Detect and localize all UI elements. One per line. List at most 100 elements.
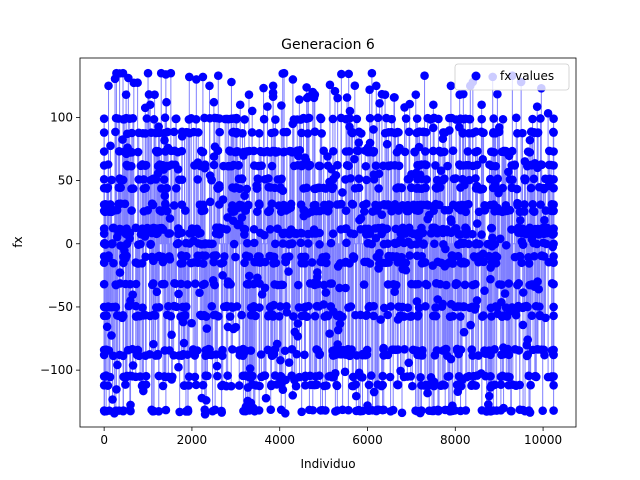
data-point [345, 122, 354, 132]
data-point [332, 380, 341, 390]
data-point [328, 182, 338, 192]
data-point [423, 200, 432, 209]
data-point [504, 279, 514, 288]
data-point [192, 75, 201, 84]
data-point [413, 183, 422, 193]
data-point [195, 288, 204, 298]
data-point [354, 368, 364, 378]
data-point [414, 206, 424, 215]
data-point [395, 143, 404, 153]
data-point [315, 240, 324, 249]
data-point [141, 252, 150, 262]
data-point [234, 160, 243, 170]
data-point [495, 234, 505, 244]
data-point [486, 383, 495, 392]
data-point [187, 224, 197, 233]
data-point [445, 113, 454, 123]
data-point [113, 360, 122, 370]
data-point [183, 280, 192, 289]
data-point [278, 385, 288, 395]
data-point [347, 345, 356, 354]
data-point [479, 311, 488, 320]
data-point [405, 99, 414, 109]
data-point [505, 306, 515, 316]
data-point [507, 183, 517, 193]
data-point [304, 301, 313, 311]
data-point [412, 297, 422, 306]
data-point [149, 256, 158, 266]
data-point [257, 161, 266, 171]
data-point [348, 381, 358, 391]
data-point [415, 350, 425, 360]
data-point [181, 206, 190, 215]
data-point [330, 86, 340, 96]
data-point [369, 125, 378, 134]
data-point [361, 161, 371, 171]
data-point [361, 230, 371, 239]
data-point [310, 127, 320, 136]
data-point [273, 175, 283, 184]
data-point [249, 146, 259, 156]
data-point [232, 302, 242, 311]
data-point [158, 381, 168, 391]
data-point [153, 351, 163, 360]
data-point [338, 188, 347, 197]
data-point [108, 351, 118, 361]
data-point [456, 312, 465, 321]
data-point [480, 286, 489, 295]
data-point [181, 251, 191, 261]
x-tick-label: 6000 [352, 433, 383, 447]
data-point [340, 367, 350, 377]
data-point [268, 92, 278, 101]
data-point [243, 383, 253, 392]
data-point [121, 90, 131, 99]
data-point [121, 254, 130, 263]
data-point [337, 199, 346, 209]
data-point [456, 406, 465, 416]
data-point [524, 259, 534, 268]
data-point [125, 114, 135, 123]
data-point [429, 113, 439, 123]
data-point [348, 372, 358, 382]
data-point [133, 147, 143, 157]
data-point [104, 81, 113, 91]
data-point [446, 299, 456, 309]
data-point [142, 114, 152, 123]
data-point [171, 114, 181, 124]
data-point [363, 257, 372, 267]
data-point [365, 85, 374, 95]
data-point [341, 350, 350, 359]
data-point [162, 206, 172, 216]
data-point [393, 380, 403, 390]
data-point [311, 200, 320, 210]
legend-marker [471, 71, 481, 81]
data-point [189, 127, 199, 137]
data-point [345, 106, 355, 116]
data-point [485, 200, 495, 210]
data-point [508, 380, 518, 389]
data-point [408, 381, 417, 391]
data-point [354, 174, 364, 183]
data-point [253, 273, 262, 283]
data-point [532, 102, 542, 111]
data-point [549, 183, 558, 193]
data-point [432, 175, 442, 185]
data-point [371, 161, 381, 171]
data-point [421, 147, 430, 156]
data-point [196, 310, 205, 320]
data-point [525, 135, 535, 145]
data-point [148, 280, 157, 290]
data-point [525, 408, 535, 417]
data-point [443, 161, 452, 171]
data-point [393, 257, 403, 267]
data-point [495, 280, 504, 289]
data-point [126, 406, 135, 416]
data-point [276, 355, 285, 365]
data-point [115, 350, 125, 360]
data-point [443, 372, 453, 381]
data-point [549, 372, 558, 381]
data-point [267, 161, 277, 171]
data-point [187, 318, 196, 328]
data-point [529, 174, 539, 184]
data-point [282, 308, 292, 317]
